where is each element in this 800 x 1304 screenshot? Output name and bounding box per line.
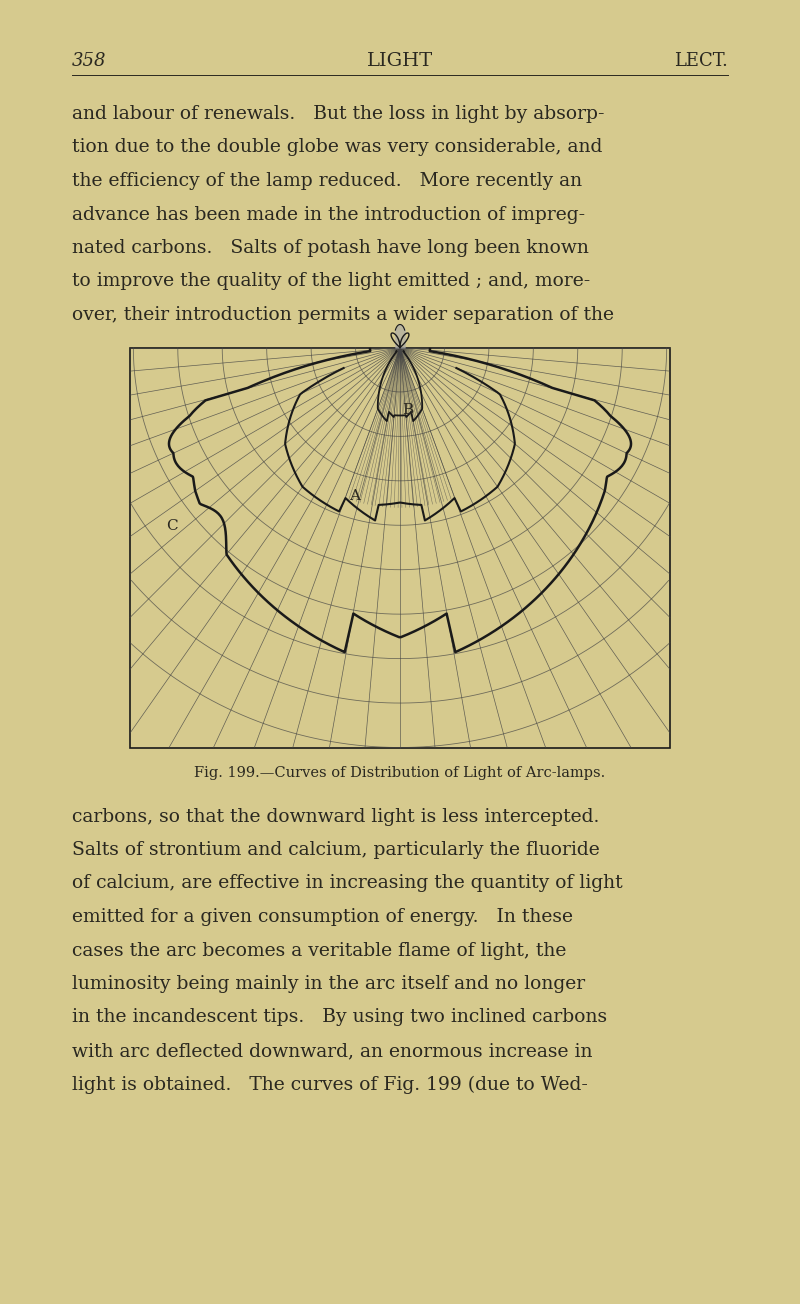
Text: Fig. 199.—Curves of Distribution of Light of Arc-lamps.: Fig. 199.—Curves of Distribution of Ligh… [194, 765, 606, 780]
Text: nated carbons.   Salts of potash have long been known: nated carbons. Salts of potash have long… [72, 239, 589, 257]
Text: to improve the quality of the light emitted ; and, more-: to improve the quality of the light emit… [72, 273, 590, 291]
Text: LECT.: LECT. [674, 52, 728, 70]
Text: cases the arc becomes a veritable flame of light, the: cases the arc becomes a veritable flame … [72, 941, 566, 960]
Text: of calcium, are effective in increasing the quantity of light: of calcium, are effective in increasing … [72, 875, 622, 892]
Bar [130, 347, 670, 747]
Text: Salts of strontium and calcium, particularly the fluoride: Salts of strontium and calcium, particul… [72, 841, 600, 859]
Text: carbons, so that the downward light is less intercepted.: carbons, so that the downward light is l… [72, 807, 599, 825]
Text: luminosity being mainly in the arc itself and no longer: luminosity being mainly in the arc itsel… [72, 975, 585, 994]
Text: the efficiency of the lamp reduced.   More recently an: the efficiency of the lamp reduced. More… [72, 172, 582, 190]
Text: with arc deflected downward, an enormous increase in: with arc deflected downward, an enormous… [72, 1042, 593, 1060]
Text: and labour of renewals.   But the loss in light by absorp-: and labour of renewals. But the loss in … [72, 106, 605, 123]
Text: over, their introduction permits a wider separation of the: over, their introduction permits a wider… [72, 306, 614, 323]
Text: advance has been made in the introduction of impreg-: advance has been made in the introductio… [72, 206, 585, 223]
Text: C: C [166, 519, 178, 532]
Text: A: A [350, 489, 361, 502]
Text: B: B [402, 403, 414, 416]
Text: light is obtained.   The curves of Fig. 199 (due to Wed-: light is obtained. The curves of Fig. 19… [72, 1076, 588, 1094]
Text: emitted for a given consumption of energy.   In these: emitted for a given consumption of energ… [72, 908, 573, 926]
Text: LIGHT: LIGHT [367, 52, 433, 70]
Text: tion due to the double globe was very considerable, and: tion due to the double globe was very co… [72, 138, 602, 156]
Text: 358: 358 [72, 52, 106, 70]
Text: in the incandescent tips.   By using two inclined carbons: in the incandescent tips. By using two i… [72, 1008, 607, 1026]
